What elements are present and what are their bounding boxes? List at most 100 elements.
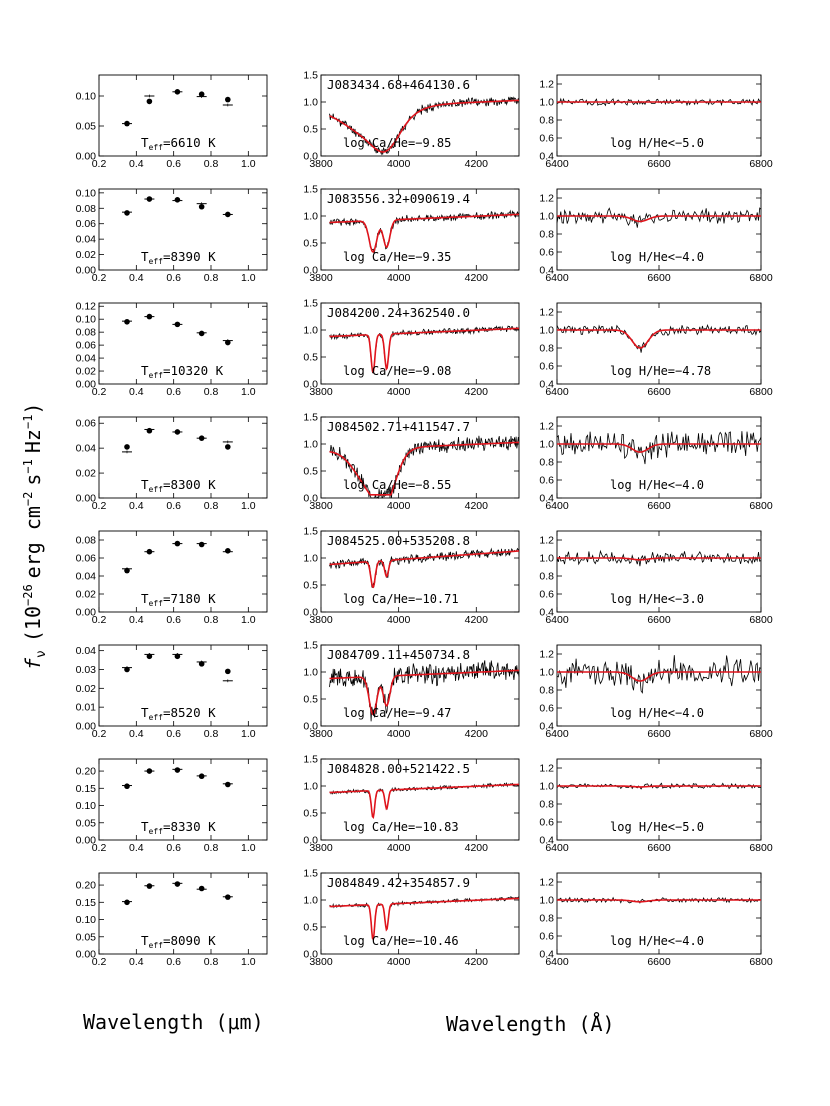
y-tick-label: 0.05 — [76, 817, 97, 829]
observed-spectrum — [329, 547, 520, 589]
x-tick-label: 0.2 — [92, 842, 107, 854]
axes-frame — [98, 758, 268, 841]
y-tick-label: 0.6 — [539, 361, 554, 373]
x-tick-label: 6800 — [749, 842, 773, 854]
y-tick-label: 1.0 — [539, 667, 554, 679]
x-tick-label: 3800 — [309, 272, 333, 284]
x-tick-label: 4200 — [465, 842, 489, 854]
y-tick-label: 1.0 — [303, 211, 318, 223]
y-tick-label: 0.0 — [303, 835, 318, 847]
x-tick-label: 0.6 — [166, 728, 181, 740]
y-tick-label: 1.2 — [539, 421, 554, 433]
observed-flux-point — [198, 661, 205, 667]
y-tick-label: 1.0 — [539, 211, 554, 223]
y-tick-label: 0.10 — [76, 91, 97, 103]
y-tick-label: 0.5 — [303, 580, 318, 592]
y-tick-label: 1.2 — [539, 877, 554, 889]
y-tick-label: 0.6 — [539, 703, 554, 715]
x-tick-label: 0.8 — [204, 728, 219, 740]
x-tick-label: 0.4 — [129, 728, 144, 740]
x-tick-label: 0.8 — [204, 158, 219, 170]
model-spectrum — [557, 215, 761, 223]
ylabel-mid2: s — [21, 474, 45, 486]
y-tick-label: 0.06 — [76, 553, 97, 565]
y-tick-label: 0.5 — [303, 124, 318, 136]
x-tick-label: 6600 — [647, 158, 671, 170]
x-tick-label: 4200 — [465, 272, 489, 284]
observed-flux-point — [198, 330, 205, 337]
axes-frame — [98, 530, 268, 613]
y-tick-label: 0.8 — [539, 343, 554, 355]
x-tick-label: 0.8 — [204, 842, 219, 854]
ylabel-nu: ν — [34, 650, 49, 658]
svg-text:fν(10−26erg cm−2s−1Hz−1): fν(10−26erg cm−2s−1Hz−1) — [21, 403, 49, 670]
x-tick-label: 4200 — [465, 500, 489, 512]
hydrogen-abundance-label: log H/He<−5.0 — [610, 136, 704, 150]
axes-frame — [320, 74, 520, 157]
y-tick-label: 1.5 — [303, 526, 318, 538]
observed-spectrum — [329, 660, 520, 722]
axes-frame — [320, 188, 520, 271]
hydrogen-abundance-label: log H/He<−3.0 — [610, 592, 704, 606]
x-tick-label: 0.4 — [129, 842, 144, 854]
y-tick-label: 0.4 — [539, 835, 554, 847]
x-tick-label: 6800 — [749, 272, 773, 284]
y-tick-label: 0.4 — [539, 721, 554, 733]
ylabel-f: f — [21, 657, 45, 670]
model-spectrum — [557, 329, 761, 349]
x-tick-label: 0.6 — [166, 842, 181, 854]
x-tick-label: 6800 — [749, 728, 773, 740]
panel-grid: 0.2 0.4 0.6 0.8 1.0 0.00 0.05 0.10 Teff=6610 K 38… — [76, 70, 773, 969]
y-tick-label: 0.20 — [76, 880, 97, 892]
object-name: J083556.32+090619.4 — [327, 191, 470, 206]
y-tick-label: 0.02 — [76, 589, 97, 601]
x-tick-label: 3800 — [309, 158, 333, 170]
model-spectrum — [557, 671, 761, 682]
panel-calcium-5: 3800 4000 4200 0.0 0.5 1.0 1.5 J084525.00+53520… — [303, 526, 520, 626]
panel-hydrogen-8: 6400 6600 6800 0.4 0.6 0.8 1.0 1.2 log H/He<−4.0 — [539, 872, 773, 968]
panel-hydrogen-5: 6400 6600 6800 0.4 0.6 0.8 1.0 1.2 log H/He<−3.0 — [539, 530, 773, 626]
y-tick-label: 0.00 — [76, 721, 97, 733]
x-axis-label-left: Wavelength (μm) — [83, 1010, 264, 1034]
y-tick-label: 1.2 — [539, 535, 554, 547]
x-tick-label: 0.8 — [204, 500, 219, 512]
panel-calcium-1: 3800 4000 4200 0.0 0.5 1.0 1.5 J083434.68+46413… — [303, 70, 520, 170]
y-tick-label: 1.0 — [539, 97, 554, 109]
x-tick-label: 3800 — [309, 956, 333, 968]
observed-flux-point — [198, 91, 205, 97]
axes-frame — [320, 644, 520, 727]
x-tick-label: 6400 — [545, 728, 569, 740]
x-tick-label: 6600 — [647, 614, 671, 626]
x-tick-label: 0.6 — [166, 956, 181, 968]
y-tick-label: 1.5 — [303, 640, 318, 652]
observed-flux-point — [198, 773, 205, 780]
x-tick-label: 0.4 — [129, 956, 144, 968]
x-tick-label: 6400 — [545, 614, 569, 626]
observed-flux-point — [174, 767, 181, 773]
y-tick-label: 0.05 — [76, 931, 97, 943]
model-spectrum — [329, 327, 519, 374]
y-tick-label: 1.0 — [539, 895, 554, 907]
y-tick-label: 0.00 — [76, 265, 97, 277]
y-tick-label: 0.6 — [539, 247, 554, 259]
x-tick-label: 4200 — [465, 158, 489, 170]
x-tick-label: 4000 — [387, 386, 411, 398]
y-tick-label: 1.5 — [303, 412, 318, 424]
y-tick-label: 0.4 — [539, 151, 554, 163]
calcium-abundance-label: log Ca/He=−10.83 — [343, 820, 459, 834]
x-tick-label: 6400 — [545, 158, 569, 170]
observed-flux-point — [124, 783, 130, 790]
panel-hydrogen-2: 6400 6600 6800 0.4 0.6 0.8 1.0 1.2 log H/He<−4.0 — [539, 188, 773, 284]
observed-flux-point — [225, 339, 231, 346]
y-tick-label: 1.0 — [303, 325, 318, 337]
y-tick-label: 0.00 — [76, 493, 97, 505]
x-tick-label: 0.2 — [92, 728, 107, 740]
x-tick-label: 6400 — [545, 956, 569, 968]
ylabel-open: (10 — [21, 606, 45, 642]
y-tick-label: 0.04 — [76, 645, 97, 657]
y-tick-label: 1.2 — [539, 763, 554, 775]
y-tick-label: 1.0 — [539, 781, 554, 793]
y-tick-label: 0.00 — [76, 607, 97, 619]
hydrogen-abundance-label: log H/He<−5.0 — [610, 820, 704, 834]
panel-calcium-6: 3800 4000 4200 0.0 0.5 1.0 1.5 J084709.11+45073… — [303, 640, 520, 740]
